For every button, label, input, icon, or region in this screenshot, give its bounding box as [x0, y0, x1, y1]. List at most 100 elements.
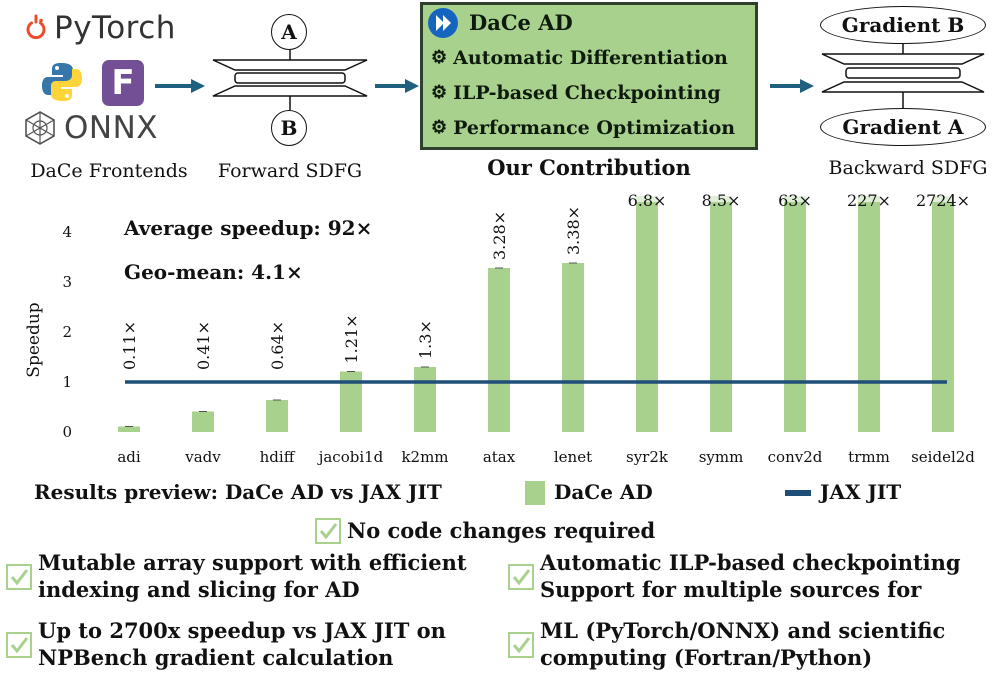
x-tick-label: hdiff — [260, 448, 296, 466]
checkbox-icon — [508, 563, 534, 590]
value-label: 3.28× — [490, 211, 509, 260]
legend-title: Results preview: DaCe AD vs JAX JIT — [34, 480, 442, 504]
arrow-3-icon — [770, 79, 814, 93]
x-tick-label: lenet — [554, 448, 592, 466]
legend-bar-swatch — [525, 481, 545, 505]
x-tick-label: atax — [483, 448, 516, 466]
feature-right-1-line-1: Automatic ILP-based checkpointing — [540, 550, 961, 575]
backward-caption: Backward SDFG — [828, 157, 988, 179]
feature-left-2: Up to 2700x speedup vs JAX JIT on NPBenc… — [6, 618, 446, 671]
backward-node-bottom: Gradient A — [820, 108, 986, 146]
bar-jacobi1d — [340, 371, 362, 432]
onnx-logo: ONNX — [22, 110, 158, 146]
checkbox-icon — [6, 631, 32, 658]
y-tick-label: 2 — [62, 323, 72, 341]
python-icon — [42, 63, 82, 101]
fortran-letter: F — [111, 63, 135, 103]
annotation-geomean: Geo-mean: 4.1× — [124, 260, 303, 284]
backward-node-top-label: Gradient B — [841, 13, 965, 37]
pytorch-label: PyTorch — [54, 10, 176, 46]
arrow-1-icon — [155, 79, 205, 93]
dace-logo-icon — [428, 7, 458, 38]
fortran-icon: F — [102, 60, 144, 106]
backward-sdfg: Gradient B Gradient A — [818, 4, 988, 154]
gears-icon: ⚙ — [431, 47, 448, 68]
forward-sdfg-graphic — [212, 48, 368, 110]
x-tick-label: adi — [117, 448, 141, 466]
gears-icon: ⚙ — [431, 117, 448, 138]
feature-center: No code changes required — [315, 518, 655, 545]
value-label: 63× — [778, 191, 812, 210]
y-axis-title: Speedup — [24, 302, 44, 377]
value-label: 0.11× — [120, 321, 139, 370]
feature-left-2-line-2: NPBench gradient calculation — [38, 644, 394, 670]
forward-sdfg: A B — [205, 10, 375, 150]
bar-conv2d — [784, 202, 806, 432]
checkbox-icon — [315, 518, 341, 545]
value-label: 1.21× — [342, 314, 361, 363]
value-label: 0.64× — [268, 321, 287, 370]
feature-right-2: ML (PyTorch/ONNX) and scientific computi… — [508, 618, 945, 671]
x-tick-label: conv2d — [768, 448, 823, 466]
x-tick-label: k2mm — [401, 448, 448, 466]
bar-adi — [118, 426, 140, 432]
legend-line-swatch — [785, 490, 811, 496]
forward-node-b: B — [271, 110, 307, 146]
bar-break-syr2k — [636, 196, 658, 202]
speedup-chart: 0 1 2 3 4 adi 0.11× vadv 0.41× hdiff 0.64× jacobi1d… — [24, 191, 975, 466]
contribution-item-1-label: Automatic Differentiation — [453, 46, 728, 69]
feature-left-1-line-2: indexing and slicing for AD — [38, 576, 360, 602]
pytorch-flame-icon — [26, 14, 46, 40]
bar-seidel2d — [932, 202, 954, 432]
bar-hdiff — [266, 400, 288, 432]
y-tick-label: 3 — [62, 273, 72, 291]
checkbox-icon — [508, 631, 534, 658]
contribution-item-2: ⚙ ILP-based Checkpointing — [423, 75, 755, 110]
bar-syr2k — [636, 202, 658, 432]
onnx-label: ONNX — [64, 110, 159, 146]
forward-node-a: A — [271, 14, 307, 50]
forward-caption: Forward SDFG — [217, 160, 363, 182]
forward-node-b-label: B — [280, 116, 298, 140]
contribution-item-2-label: ILP-based Checkpointing — [453, 81, 721, 104]
contribution-box: DaCe AD ⚙ Automatic Differentiation ⚙ IL… — [420, 2, 758, 150]
frontends-group: PyTorch F ONNX — [22, 10, 202, 146]
x-tick-label: vadv — [184, 448, 221, 466]
contribution-caption: Our Contribution — [487, 155, 691, 180]
x-tick-label: symm — [699, 448, 744, 466]
legend-line-label: JAX JIT — [820, 480, 902, 504]
contribution-item-1: ⚙ Automatic Differentiation — [423, 40, 755, 75]
feature-right-1-line-2: Support for multiple sources for — [540, 576, 922, 602]
bar-vadv — [192, 411, 214, 432]
value-label: 227× — [847, 191, 891, 210]
contribution-item-3-label: Performance Optimization — [453, 116, 736, 139]
x-tick-label: syr2k — [626, 448, 669, 466]
y-tick-label: 0 — [62, 423, 72, 441]
feature-right-1: Automatic ILP-based checkpointing Suppor… — [508, 550, 961, 603]
contribution-title: DaCe AD — [469, 10, 573, 35]
value-label: 0.41× — [194, 321, 213, 370]
arrow-2-icon — [375, 79, 419, 93]
bar-trmm — [858, 202, 880, 432]
bar-break-symm — [710, 196, 732, 202]
bar-break-conv2d — [784, 196, 806, 202]
legend-bar-label: DaCe AD — [554, 480, 653, 504]
bar-atax — [488, 268, 510, 432]
backward-sdfg-graphic — [821, 42, 985, 108]
backward-node-bottom-label: Gradient A — [842, 115, 964, 139]
feature-center-text: No code changes required — [347, 518, 656, 543]
value-label: 6.8× — [628, 191, 667, 210]
x-tick-label: seidel2d — [911, 448, 975, 466]
annotation-average: Average speedup: 92× — [124, 216, 373, 240]
bar-lenet — [562, 263, 584, 432]
feature-left-1: Mutable array support with efficient ind… — [6, 550, 467, 603]
value-label: 8.5× — [702, 191, 741, 210]
bar-symm — [710, 202, 732, 432]
value-label: 1.3× — [416, 320, 435, 359]
feature-right-2-line-2: computing (Fortran/Python) — [540, 644, 873, 670]
feature-left-2-line-1: Up to 2700x speedup vs JAX JIT on — [38, 618, 446, 643]
bar-k2mm — [414, 367, 436, 432]
feature-right-2-line-1: ML (PyTorch/ONNX) and scientific — [540, 618, 946, 643]
x-tick-label: jacobi1d — [317, 448, 384, 466]
frontends-caption: DaCe Frontends — [30, 160, 188, 182]
